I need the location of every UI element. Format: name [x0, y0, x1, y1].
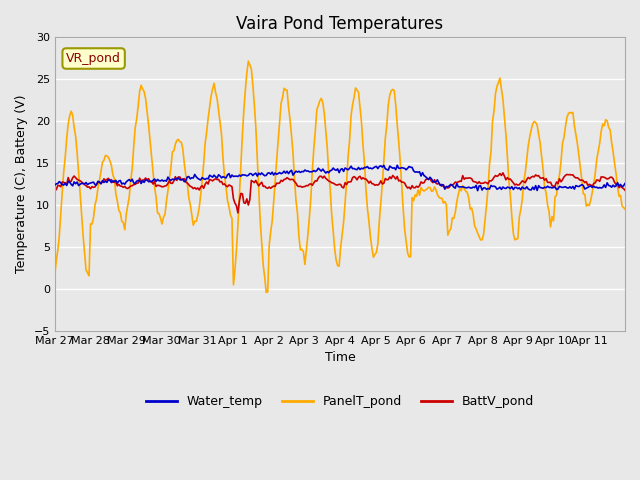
Text: VR_pond: VR_pond [66, 52, 121, 65]
Y-axis label: Temperature (C), Battery (V): Temperature (C), Battery (V) [15, 95, 28, 273]
Legend: Water_temp, PanelT_pond, BattV_pond: Water_temp, PanelT_pond, BattV_pond [141, 390, 540, 413]
X-axis label: Time: Time [324, 351, 355, 364]
Title: Vaira Pond Temperatures: Vaira Pond Temperatures [236, 15, 444, 33]
